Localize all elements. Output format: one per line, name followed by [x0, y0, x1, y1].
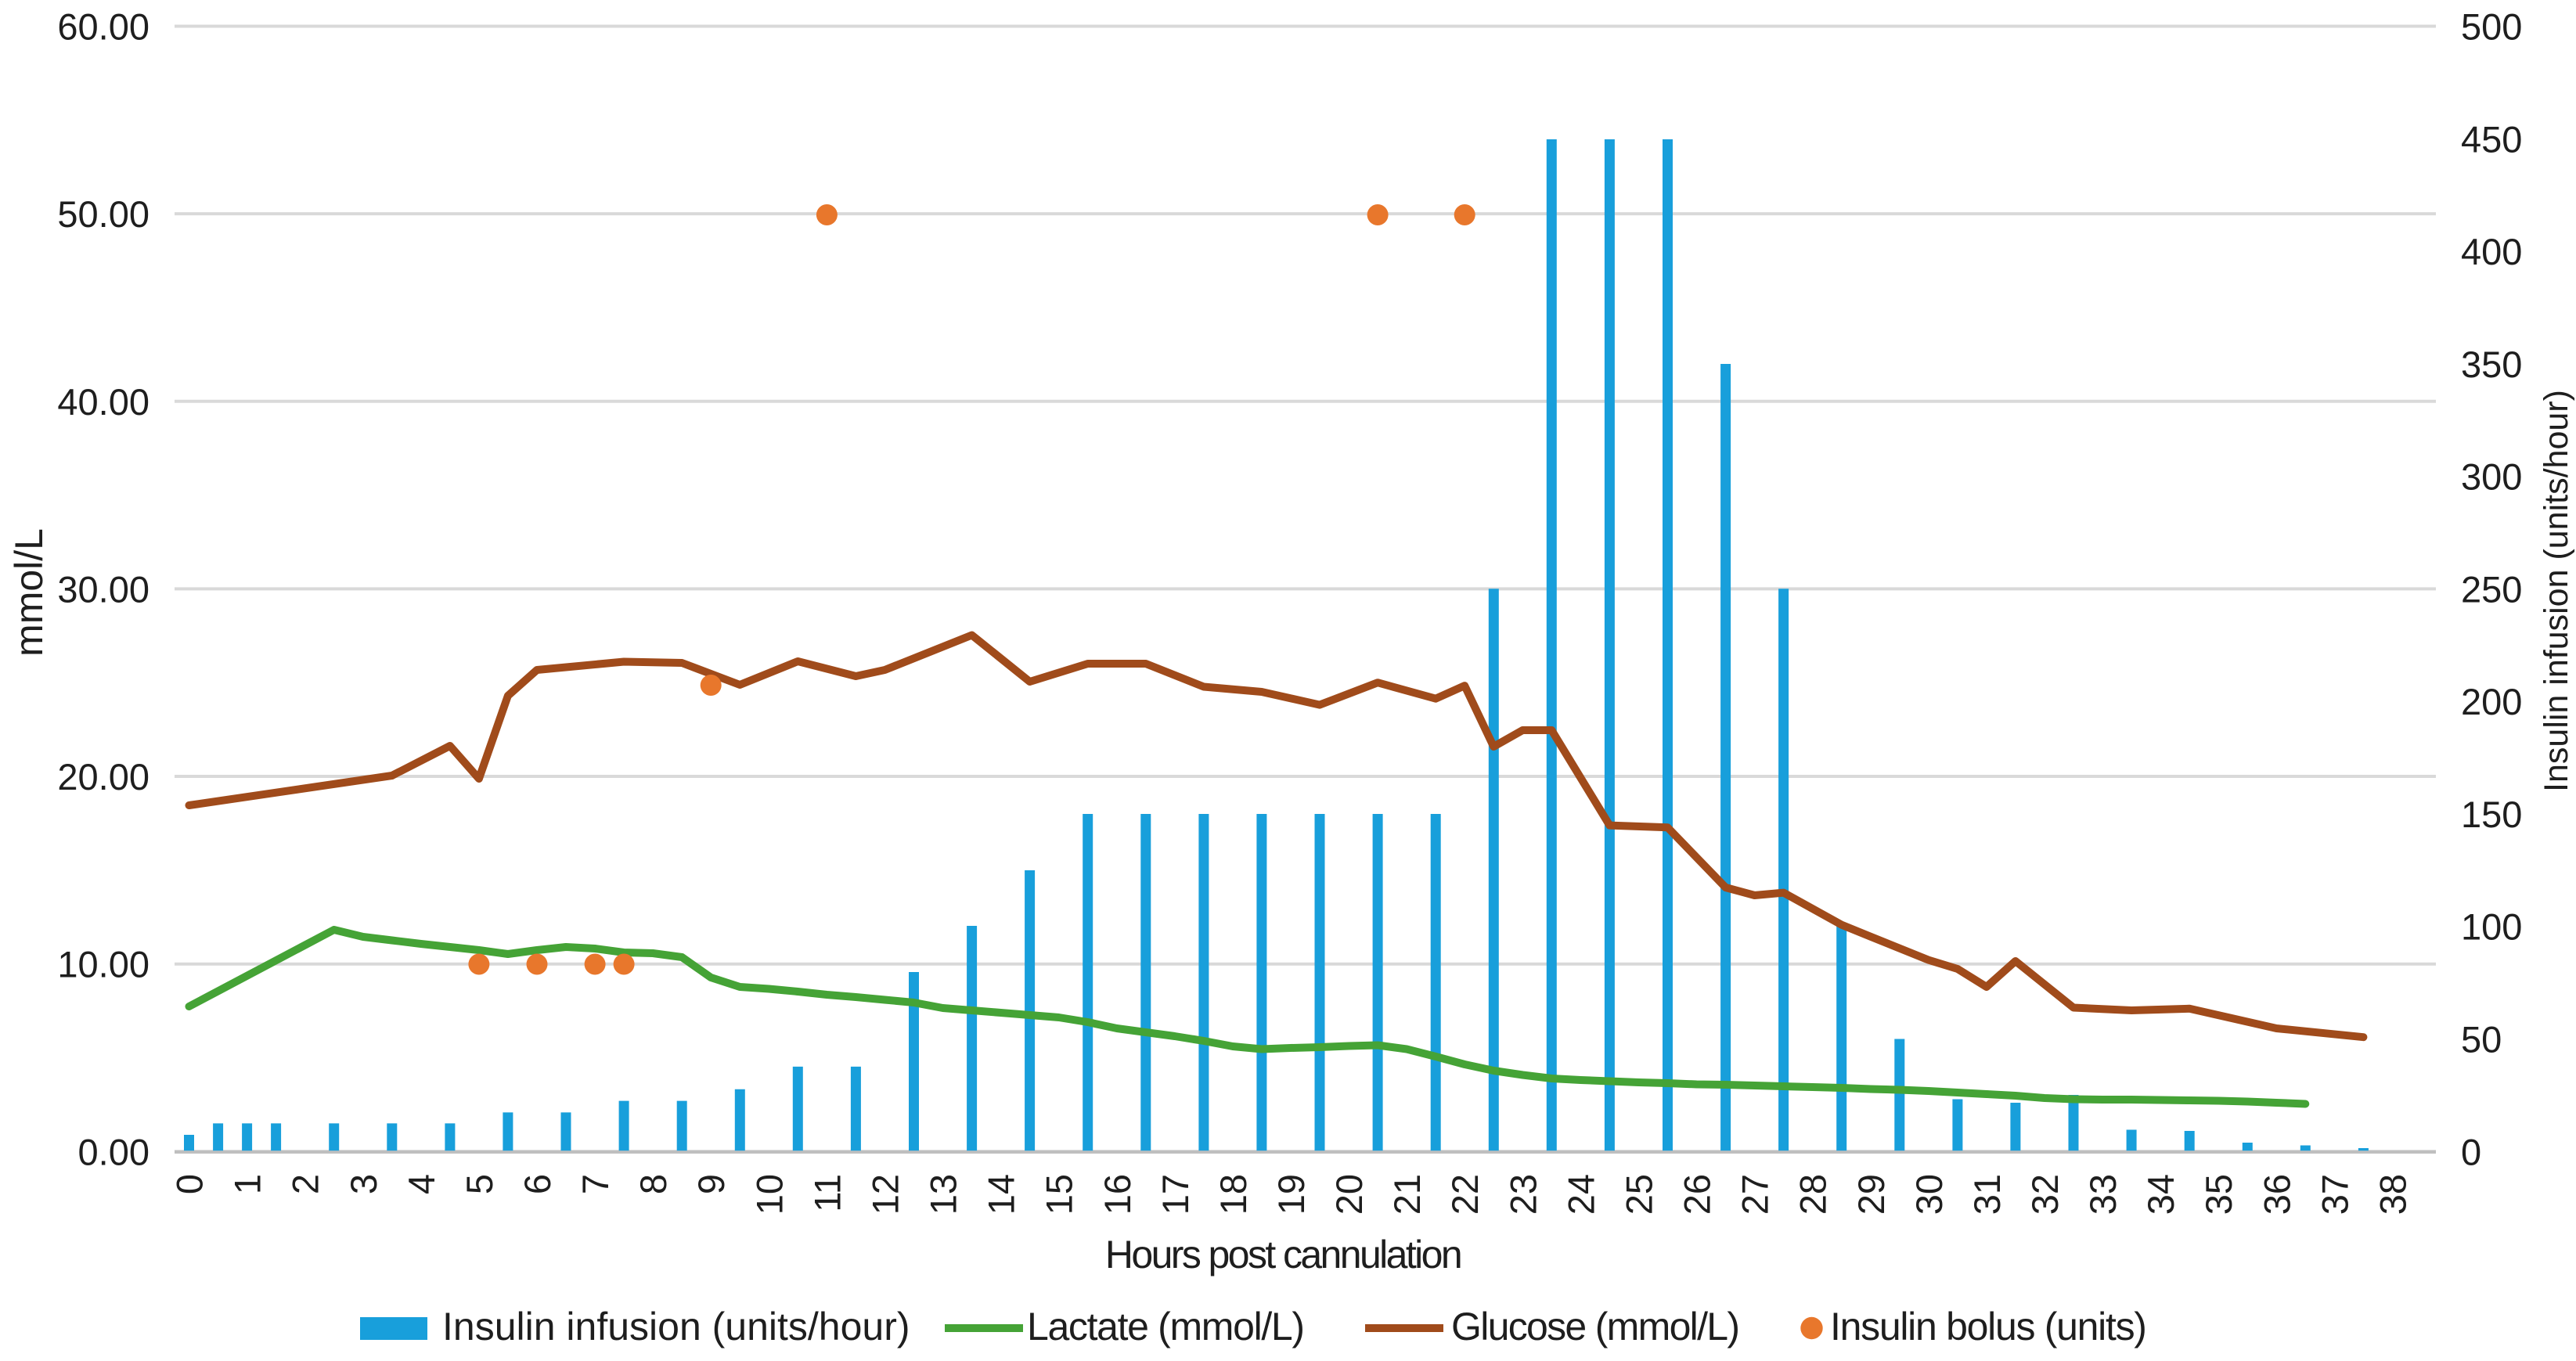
svg-text:1: 1 [227, 1174, 268, 1194]
svg-text:50.00: 50.00 [57, 193, 150, 235]
svg-text:250: 250 [2461, 568, 2522, 610]
svg-text:Insulin infusion (units/hour): Insulin infusion (units/hour) [2538, 390, 2575, 792]
svg-text:28: 28 [1792, 1174, 1834, 1215]
svg-text:11: 11 [806, 1174, 848, 1212]
svg-text:40.00: 40.00 [57, 381, 150, 423]
svg-text:14: 14 [981, 1174, 1022, 1215]
svg-text:23: 23 [1502, 1174, 1544, 1215]
svg-text:0.00: 0.00 [78, 1131, 150, 1172]
svg-text:200: 200 [2461, 681, 2522, 722]
svg-text:150: 150 [2461, 794, 2522, 835]
svg-text:20.00: 20.00 [57, 756, 150, 798]
svg-text:35: 35 [2198, 1174, 2239, 1215]
svg-text:27: 27 [1735, 1174, 1776, 1215]
svg-text:16: 16 [1097, 1174, 1138, 1215]
svg-text:mmol/L: mmol/L [7, 528, 51, 657]
svg-text:100: 100 [2461, 906, 2522, 948]
svg-text:4: 4 [401, 1174, 442, 1194]
svg-text:Insulin infusion (units/hour): Insulin infusion (units/hour) [442, 1305, 910, 1348]
svg-text:350: 350 [2461, 344, 2522, 385]
svg-text:26: 26 [1677, 1174, 1718, 1215]
svg-text:450: 450 [2461, 118, 2522, 160]
svg-text:2: 2 [285, 1174, 326, 1194]
svg-text:10: 10 [748, 1174, 790, 1215]
svg-text:Insulin bolus (units): Insulin bolus (units) [1830, 1305, 2146, 1348]
svg-text:18: 18 [1212, 1174, 1254, 1215]
svg-text:13: 13 [923, 1174, 964, 1215]
svg-text:30: 30 [1908, 1174, 1950, 1215]
svg-text:0: 0 [2461, 1131, 2481, 1172]
svg-text:12: 12 [864, 1174, 906, 1215]
svg-text:34: 34 [2140, 1174, 2181, 1215]
svg-text:10.00: 10.00 [57, 944, 150, 985]
svg-text:Hours post cannulation: Hours post cannulation [1105, 1233, 1461, 1276]
svg-text:7: 7 [575, 1174, 616, 1194]
svg-text:30.00: 30.00 [57, 568, 150, 610]
svg-text:Glucose (mmol/L): Glucose (mmol/L) [1451, 1305, 1738, 1348]
svg-text:21: 21 [1386, 1174, 1428, 1215]
svg-text:38: 38 [2372, 1174, 2413, 1215]
svg-text:50: 50 [2461, 1019, 2502, 1060]
svg-text:5: 5 [459, 1174, 500, 1194]
svg-text:25: 25 [1618, 1174, 1659, 1215]
svg-text:400: 400 [2461, 231, 2522, 272]
svg-text:19: 19 [1270, 1174, 1312, 1215]
svg-text:31: 31 [1966, 1174, 2008, 1215]
svg-text:8: 8 [632, 1174, 674, 1194]
svg-text:300: 300 [2461, 456, 2522, 498]
svg-text:24: 24 [1560, 1174, 1601, 1215]
svg-text:20: 20 [1328, 1174, 1370, 1215]
svg-text:33: 33 [2082, 1174, 2124, 1215]
svg-text:29: 29 [1850, 1174, 1892, 1215]
svg-text:36: 36 [2256, 1174, 2297, 1215]
svg-text:22: 22 [1444, 1174, 1486, 1215]
svg-text:9: 9 [690, 1174, 732, 1194]
svg-text:60.00: 60.00 [57, 6, 150, 48]
svg-text:3: 3 [343, 1174, 384, 1194]
svg-text:Lactate (mmol/L): Lactate (mmol/L) [1027, 1305, 1304, 1348]
svg-text:37: 37 [2314, 1174, 2355, 1215]
svg-text:15: 15 [1039, 1174, 1080, 1215]
svg-text:500: 500 [2461, 6, 2522, 48]
svg-text:0: 0 [169, 1174, 211, 1194]
svg-text:32: 32 [2024, 1174, 2066, 1215]
svg-text:17: 17 [1155, 1174, 1196, 1215]
svg-text:6: 6 [517, 1174, 558, 1194]
